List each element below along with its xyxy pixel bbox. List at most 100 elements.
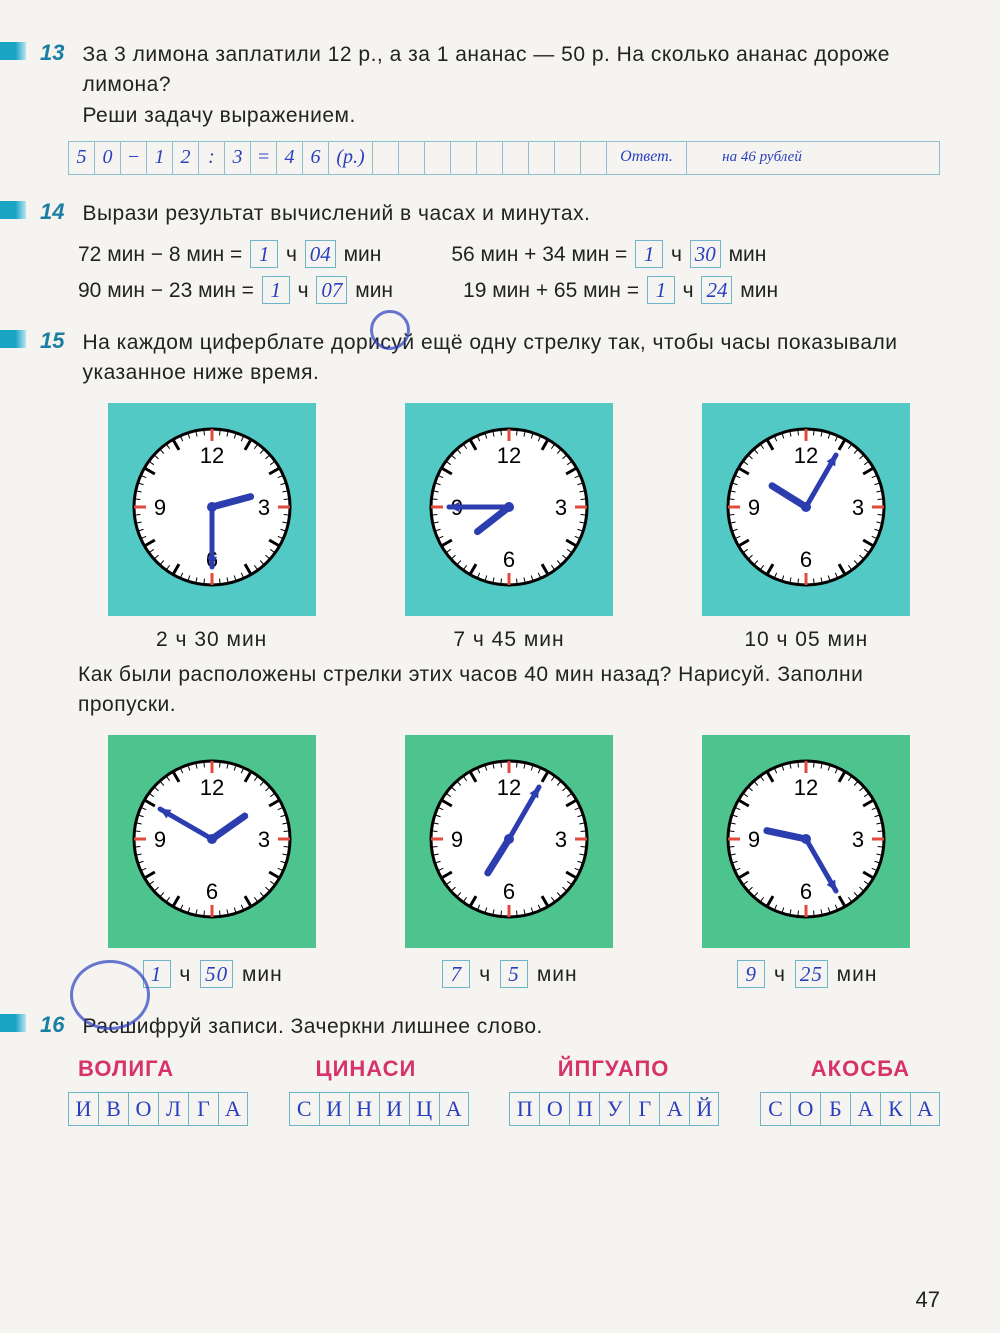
letter-cell[interactable]: Й [689, 1092, 719, 1126]
grid-cell[interactable]: Ответ. [607, 142, 687, 174]
clock: 12369 7 ч 45 мин [405, 403, 613, 652]
answer-box[interactable]: 24 [701, 276, 732, 304]
task-marker [0, 201, 26, 219]
svg-text:12: 12 [497, 443, 521, 468]
task-marker [0, 42, 26, 60]
grid-cell[interactable] [399, 142, 425, 174]
grid-cell[interactable]: : [199, 142, 225, 174]
answer-box[interactable]: 9 [737, 960, 765, 988]
clock-bg: 12369 [108, 735, 316, 948]
grid-cell[interactable]: = [251, 142, 277, 174]
task-text: Расшифруй записи. Зачеркни лишнее слово. [82, 1012, 912, 1042]
grid-cell[interactable] [581, 142, 607, 174]
answer-box[interactable]: 5 [500, 960, 528, 988]
task-15: 15 На каждом циферблате дорисуй ещё одну… [40, 328, 940, 988]
svg-text:12: 12 [199, 443, 223, 468]
grid-cell[interactable] [477, 142, 503, 174]
clock-bg: 12369 [405, 735, 613, 948]
grid-cell[interactable]: 2 [173, 142, 199, 174]
answer-box[interactable]: 1 [250, 240, 278, 268]
letter-cell[interactable]: О [539, 1092, 569, 1126]
clock-bg: 12369 [702, 735, 910, 948]
grid-cell[interactable]: 1 [147, 142, 173, 174]
task13-problem: За 3 лимона заплатили 12 р., а за 1 анан… [82, 43, 890, 96]
clocks-top-row: 12369 2 ч 30 мин 12369 7 ч 45 мин 12369 … [78, 403, 940, 652]
cipher-word: АКОСБА [811, 1056, 910, 1082]
answer-box[interactable]: 7 [442, 960, 470, 988]
answer-box[interactable]: 25 [795, 960, 828, 988]
letter-cell[interactable]: С [760, 1092, 790, 1126]
letter-cell[interactable]: К [880, 1092, 910, 1126]
grid-cell[interactable]: на 46 рублей [687, 142, 837, 174]
cipher-word: ЦИНАСИ [316, 1056, 417, 1082]
grid-cell[interactable] [529, 142, 555, 174]
letter-cell[interactable]: В [98, 1092, 128, 1126]
letter-cell[interactable]: П [509, 1092, 539, 1126]
grid-cell[interactable] [373, 142, 399, 174]
letter-cell[interactable]: Л [158, 1092, 188, 1126]
answer-box[interactable]: 07 [316, 276, 347, 304]
grid-cell[interactable] [555, 142, 581, 174]
letter-cell[interactable]: А [910, 1092, 940, 1126]
decoded-word: ПОПУГАЙ [509, 1092, 719, 1126]
letter-cell[interactable]: Г [629, 1092, 659, 1126]
svg-text:3: 3 [258, 827, 270, 852]
clock: 12369 2 ч 30 мин [108, 403, 316, 652]
letter-cell[interactable]: Ц [409, 1092, 439, 1126]
grid-cell[interactable]: 5 [69, 142, 95, 174]
svg-text:12: 12 [794, 775, 818, 800]
svg-text:6: 6 [503, 879, 515, 904]
task-text: Вырази результат вычислений в часах и ми… [82, 199, 912, 229]
letter-cell[interactable]: А [439, 1092, 469, 1126]
task-number: 14 [40, 199, 78, 225]
clock-caption: 1 ч 50 мин [108, 960, 316, 988]
task-14: 14 Вырази результат вычислений в часах и… [40, 199, 940, 303]
clock-face: 12369 [716, 417, 896, 597]
grid-cell[interactable]: 0 [95, 142, 121, 174]
letter-cell[interactable]: Г [188, 1092, 218, 1126]
svg-text:6: 6 [503, 547, 515, 572]
letter-cell[interactable]: И [68, 1092, 98, 1126]
grid-cell[interactable]: 3 [225, 142, 251, 174]
answer-box[interactable]: 50 [200, 960, 233, 988]
letter-cell[interactable]: И [319, 1092, 349, 1126]
letter-cell[interactable]: А [850, 1092, 880, 1126]
grid-cell[interactable]: 4 [277, 142, 303, 174]
svg-text:3: 3 [555, 495, 567, 520]
grid-cell[interactable]: (р.) [329, 142, 373, 174]
clock-face: 12369 [419, 749, 599, 929]
letter-cell[interactable]: О [128, 1092, 158, 1126]
letter-cell[interactable]: Н [349, 1092, 379, 1126]
letter-cell[interactable]: А [218, 1092, 248, 1126]
svg-text:9: 9 [748, 827, 760, 852]
clock-face: 12369 [122, 417, 302, 597]
svg-text:6: 6 [206, 879, 218, 904]
grid-cell[interactable] [425, 142, 451, 174]
grid-cell[interactable]: 6 [303, 142, 329, 174]
letter-cell[interactable]: С [289, 1092, 319, 1126]
grid-cell[interactable] [451, 142, 477, 174]
answer-box[interactable]: 30 [690, 240, 721, 268]
equations: 72 мин − 8 мин = 1 ч 04 мин 56 мин + 34 … [78, 240, 940, 304]
answer-box[interactable]: 04 [305, 240, 336, 268]
letter-cell[interactable]: И [379, 1092, 409, 1126]
clocks-bottom-row: 12369 1 ч 50 мин 12369 7 ч 5 мин 12369 9… [78, 735, 940, 988]
letter-cell[interactable]: А [659, 1092, 689, 1126]
letter-cell[interactable]: У [599, 1092, 629, 1126]
task-number: 16 [40, 1012, 78, 1038]
answer-box[interactable]: 1 [262, 276, 290, 304]
task-text: За 3 лимона заплатили 12 р., а за 1 анан… [82, 40, 912, 131]
answer-box[interactable]: 1 [635, 240, 663, 268]
clock-face: 12369 [716, 749, 896, 929]
answer-box[interactable]: 1 [647, 276, 675, 304]
clock-caption: 7 ч 5 мин [405, 960, 613, 988]
grid-cell[interactable] [503, 142, 529, 174]
answer-box[interactable]: 1 [143, 960, 171, 988]
equation: 72 мин − 8 мин = 1 ч 04 мин [78, 240, 381, 268]
letter-cell[interactable]: О [790, 1092, 820, 1126]
letter-cell[interactable]: Б [820, 1092, 850, 1126]
cipher-word: ВОЛИГА [78, 1056, 174, 1082]
letter-cell[interactable]: П [569, 1092, 599, 1126]
grid-cell[interactable]: − [121, 142, 147, 174]
equation: 90 мин − 23 мин = 1 ч 07 мин [78, 276, 393, 304]
